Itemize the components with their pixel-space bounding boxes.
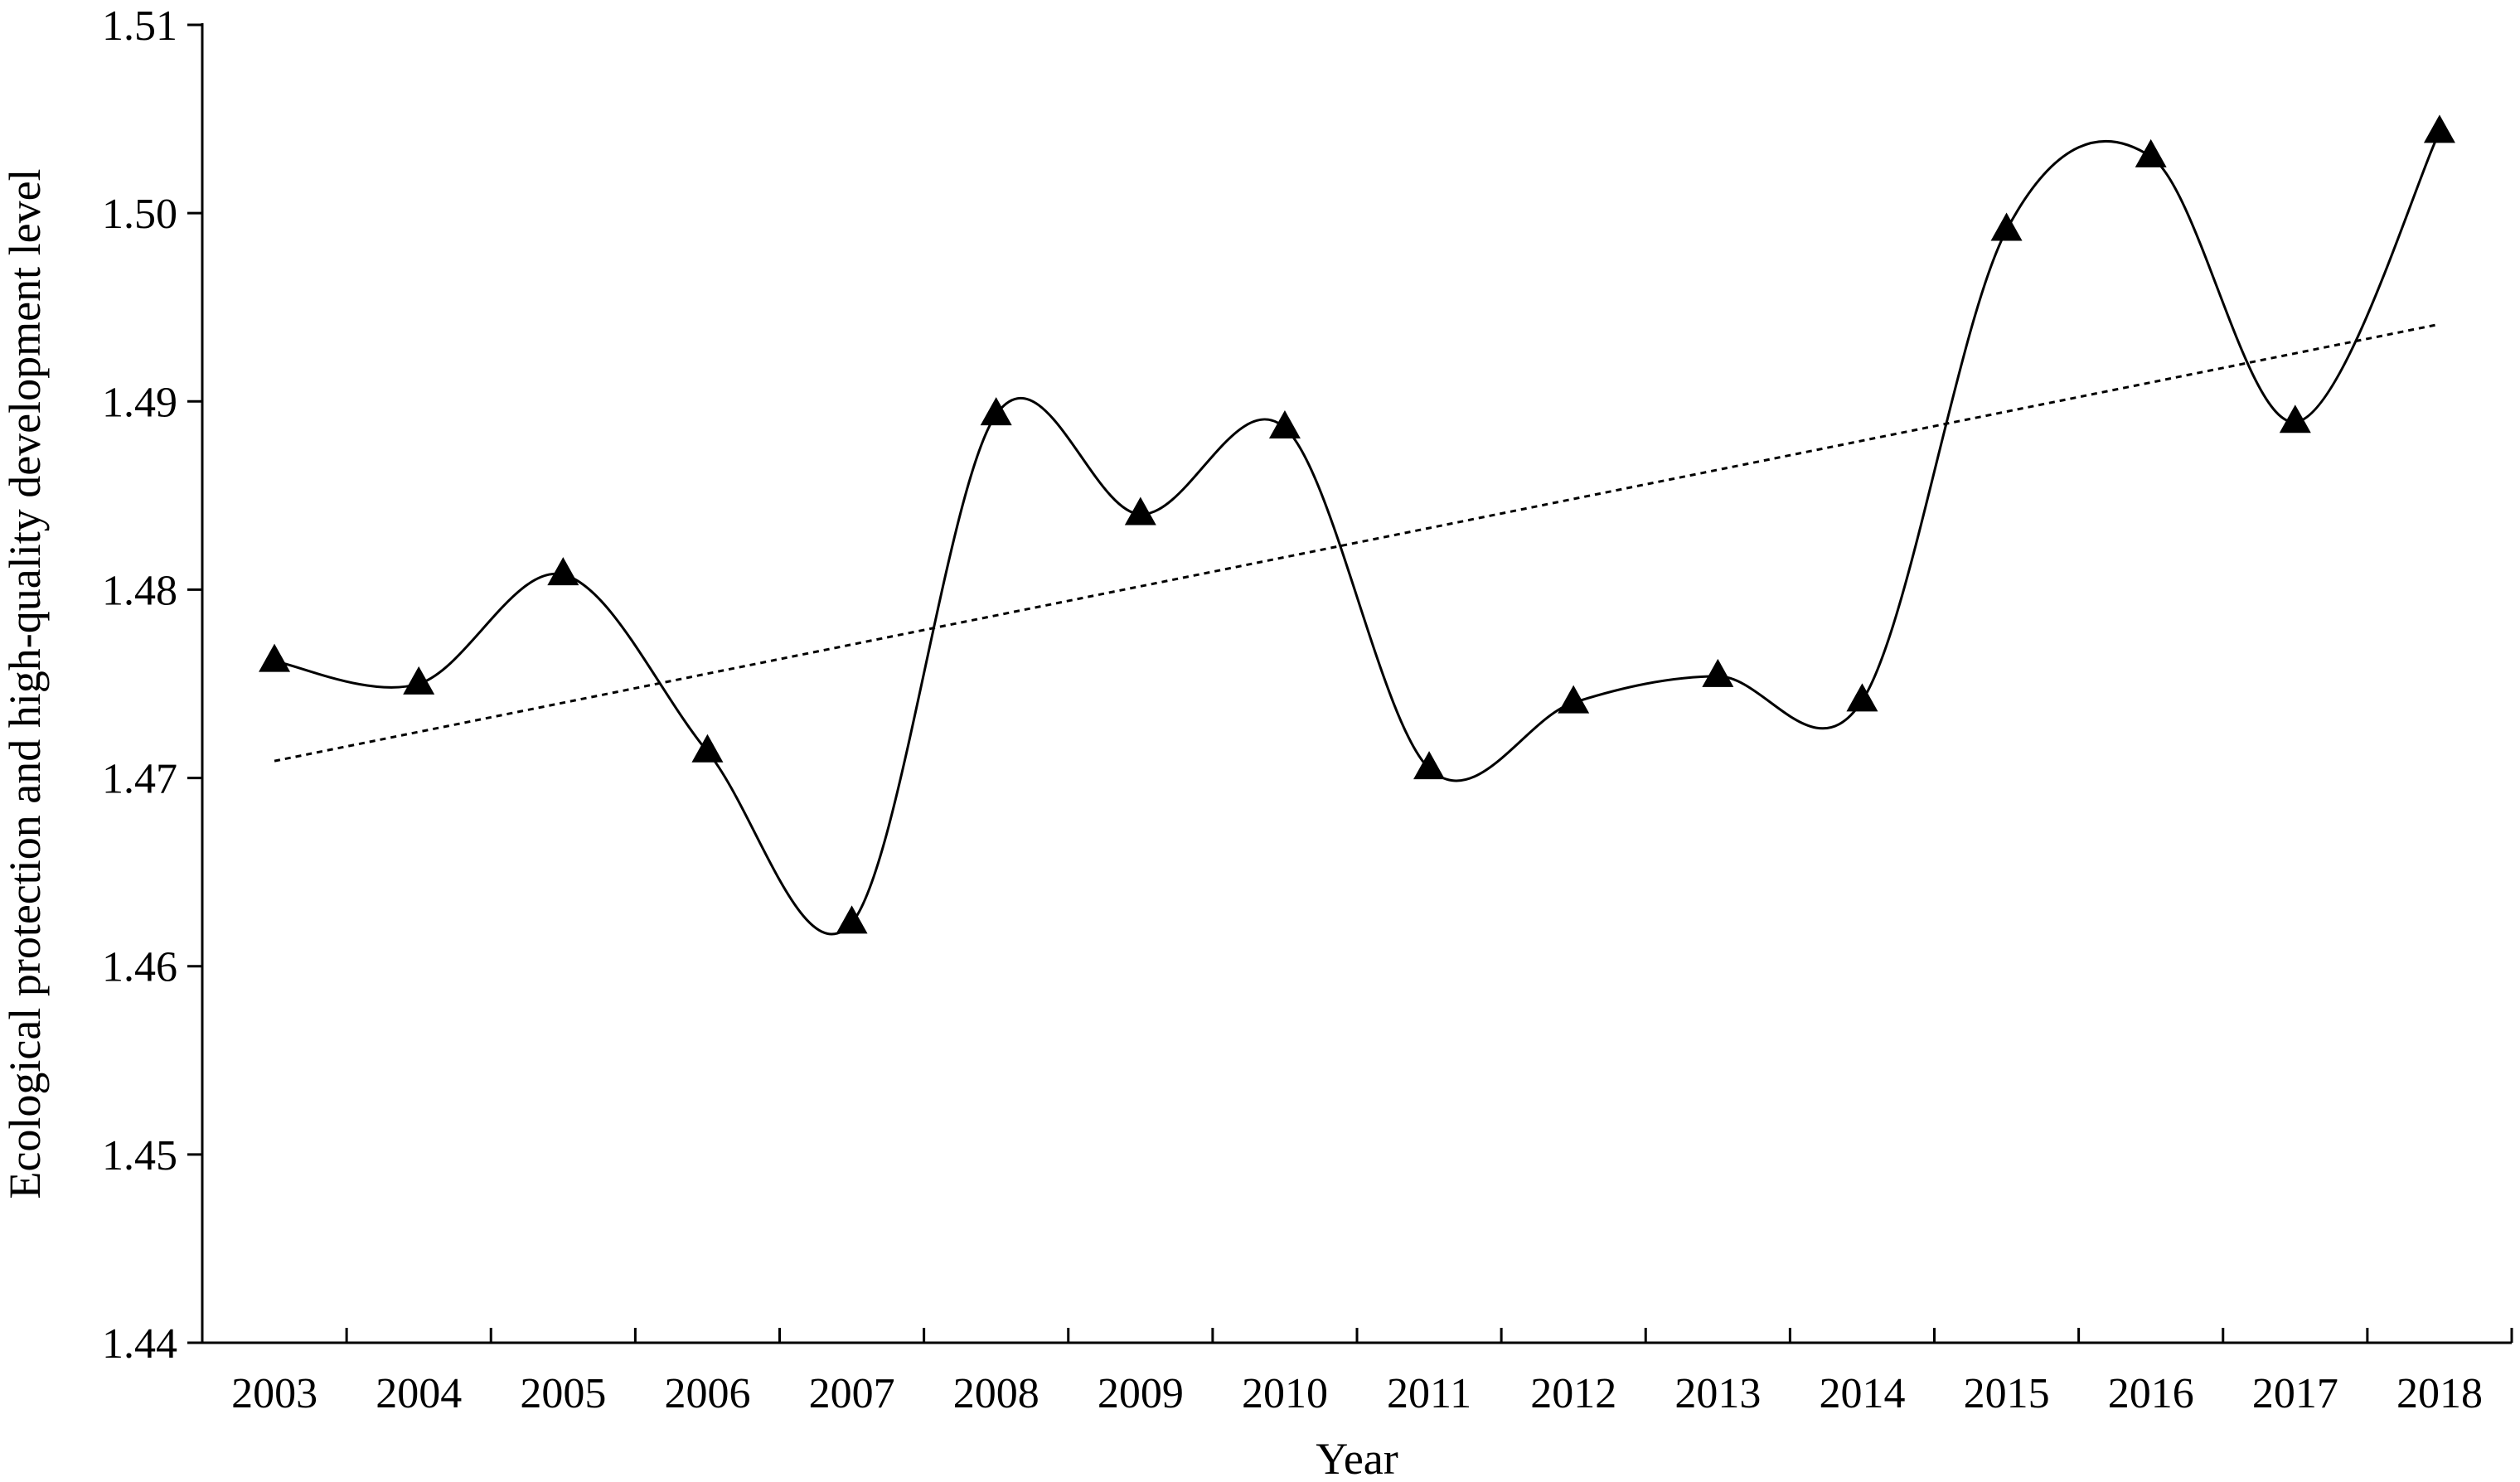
x-tick-label: 2005	[520, 1370, 606, 1417]
series-line	[274, 131, 2441, 936]
triangle-marker	[1124, 496, 1156, 525]
triangle-marker	[836, 905, 868, 934]
y-tick-label: 1.49	[102, 379, 177, 426]
triangle-marker	[2135, 138, 2167, 167]
x-tick-label: 2017	[2252, 1370, 2338, 1417]
x-axis: 2003 2004 2005 2006 2007 2008 2009 2010 2011 2012…	[202, 1328, 2513, 1417]
x-tick-label: 2012	[1530, 1370, 1616, 1417]
triangle-marker	[980, 397, 1012, 426]
y-tick-label: 1.51	[102, 2, 177, 50]
triangle-marker	[259, 643, 291, 672]
x-tick-label: 2003	[231, 1370, 317, 1417]
y-tick-label: 1.46	[102, 944, 177, 991]
x-axis-title: Year	[1316, 1434, 1398, 1478]
trendline-group	[274, 322, 2440, 763]
y-tick-label: 1.44	[102, 1320, 177, 1368]
triangle-marker	[691, 734, 724, 763]
x-tick-label: 2010	[1242, 1370, 1328, 1417]
x-tick-label: 2013	[1674, 1370, 1761, 1417]
x-tick-label: 2007	[809, 1370, 895, 1417]
y-tick-label: 1.50	[102, 191, 177, 238]
triangle-marker	[1702, 658, 1734, 687]
y-axis-title: Ecological protection and high-quality d…	[0, 168, 50, 1199]
series-group	[259, 114, 2455, 936]
x-tick-label: 2004	[376, 1370, 462, 1417]
x-tick-label: 2011	[1387, 1370, 1471, 1417]
x-tick-label: 2008	[953, 1370, 1040, 1417]
x-tick-label: 2006	[664, 1370, 750, 1417]
x-tick-label: 2014	[1819, 1370, 1905, 1417]
triangle-marker	[1413, 751, 1446, 780]
x-tick-label: 2018	[2396, 1370, 2483, 1417]
triangle-marker	[403, 666, 435, 695]
y-tick-label: 1.48	[102, 567, 177, 614]
triangle-marker	[1268, 410, 1301, 439]
x-tick-label: 2016	[2108, 1370, 2194, 1417]
triangle-marker	[2279, 404, 2311, 433]
triangle-marker	[2423, 114, 2455, 143]
triangle-marker	[547, 557, 579, 586]
y-tick-label: 1.47	[102, 756, 177, 803]
triangle-marker	[1990, 212, 2023, 241]
x-tick-label: 2009	[1098, 1370, 1184, 1417]
x-tick-label: 2015	[1964, 1370, 2050, 1417]
triangle-marker	[1558, 685, 1590, 714]
y-axis: 1.44 1.45 1.46 1.47 1.48 1.49 1.50 1.51	[102, 2, 204, 1368]
y-tick-label: 1.45	[102, 1132, 177, 1179]
triangle-marker	[1846, 683, 1878, 712]
trendline	[274, 322, 2440, 763]
